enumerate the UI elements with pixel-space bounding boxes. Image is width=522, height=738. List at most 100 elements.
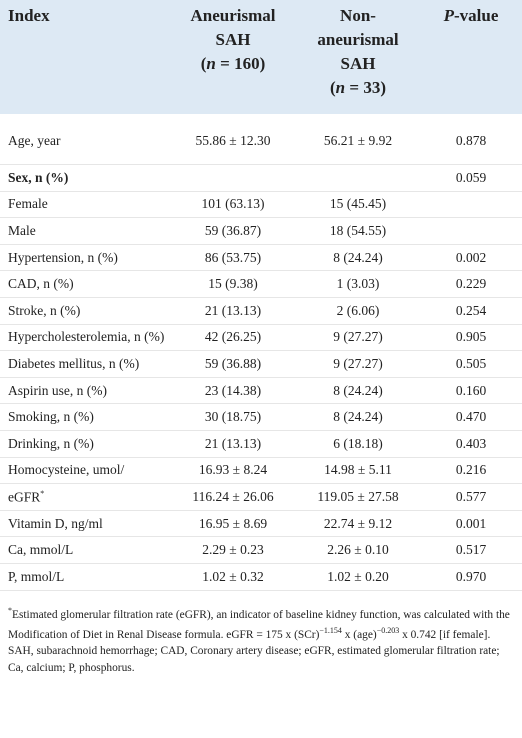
cell-text: 59 (36.87) — [204, 222, 262, 238]
cell-text: Homocysteine, umol/ — [8, 462, 125, 478]
cell-text: 116.24 ± 26.06 — [192, 488, 274, 504]
cell-text: 21 (13.13) — [204, 302, 262, 318]
table-cell: 1 (3.03) — [296, 270, 420, 298]
header-title: Non-aneurismal SAH — [317, 6, 399, 73]
table-cell: 0.970 — [420, 563, 522, 591]
table-cell: Ca, mmol/L — [0, 536, 170, 564]
header-title: Index — [8, 6, 50, 25]
cell-text: Aspirin use, n (%) — [8, 382, 107, 398]
cell-text: CAD, n (%) — [8, 276, 74, 292]
table-cell: Female — [0, 191, 170, 219]
table-cell: 0.517 — [420, 536, 522, 564]
cell-text: 0.878 — [455, 133, 487, 148]
table-row: Homocysteine, umol/16.93 ± 8.24 14.98 ± 5… — [0, 457, 522, 485]
table-row: Drinking, n (%) 21 (13.13) 6 (18.18) 0.403 — [0, 430, 522, 458]
header-cell: Non-aneurismal SAH (n = 33) — [296, 0, 420, 114]
table-cell: 42 (26.25) — [170, 324, 296, 352]
table-cell: 59 (36.88) — [170, 350, 296, 378]
data-table: Index Aneurismal SAH (n = 160) Non-aneurism… — [0, 0, 522, 591]
cell-text: 6 (18.18) — [333, 435, 383, 451]
cell-text: Ca, mmol/L — [8, 542, 74, 558]
cell-text: 9 (27.27) — [333, 329, 383, 345]
table-row: Female 101 (63.13) 15 (45.45) — [0, 191, 522, 219]
table-cell: 15 (45.45) — [296, 191, 420, 219]
table-cell: 2 (6.06) — [296, 297, 420, 325]
table-cell: Smoking, n (%) — [0, 403, 170, 431]
header-cell: Aneurismal SAH (n = 160) — [170, 0, 296, 114]
table-cell: Vitamin D, ng/ml — [0, 510, 170, 538]
cell-text: 16.95 ± 8.69 — [198, 515, 268, 531]
table-cell: 56.21 ± 9.92 — [296, 114, 420, 165]
header-title: -value — [454, 6, 499, 25]
header-row: Index Aneurismal SAH (n = 160) Non-aneurism… — [0, 0, 522, 114]
table-cell: 6 (18.18) — [296, 430, 420, 458]
cell-text: 0.001 — [455, 515, 487, 531]
cell-text: P, mmol/L — [8, 568, 65, 584]
table-cell: 18 (54.55) — [296, 217, 420, 245]
cell-text: 0.254 — [455, 302, 487, 318]
cell-text: 15 (45.45) — [329, 196, 387, 212]
table-row: CAD, n (%) 15 (9.38) 1 (3.03) 0.229 — [0, 270, 522, 298]
table-row: Age, year 55.86 ± 12.30 56.21 ± 9.92 0.878 — [0, 114, 522, 165]
cell-text: 0.002 — [455, 249, 487, 265]
table-cell: 0.878 — [420, 114, 522, 165]
table-cell: 21 (13.13) — [170, 297, 296, 325]
cell-text: 119.05 ± 27.58 — [317, 488, 399, 504]
cell-text: 15 (9.38) — [208, 276, 258, 292]
table-cell: 16.93 ± 8.24 — [170, 457, 296, 485]
table-cell: 21 (13.13) — [170, 430, 296, 458]
table-row: Vitamin D, ng/ml 16.95 ± 8.69 22.74 ± 9.12… — [0, 510, 522, 538]
header-var: P — [443, 6, 454, 25]
table-cell: 23 (14.38) — [170, 377, 296, 405]
table-cell: 14.98 ± 5.11 — [296, 457, 420, 485]
table-cell: 8 (24.24) — [296, 403, 420, 431]
table-cell: Homocysteine, umol/ — [0, 457, 170, 485]
table-cell: 0.229 — [420, 270, 522, 298]
cell-text: 22.74 ± 9.12 — [323, 515, 393, 531]
header-count: ( — [330, 78, 336, 97]
table-cell: 30 (18.75) — [170, 403, 296, 431]
table-cell: CAD, n (%) — [0, 270, 170, 298]
table-cell: 0.002 — [420, 244, 522, 272]
cell-text: 30 (18.75) — [204, 409, 262, 425]
table-row: Ca, mmol/L 2.29 ± 0.23 2.26 ± 0.10 0.517 — [0, 536, 522, 564]
table-row: Sex, n (%) 0.059 — [0, 164, 522, 192]
table-cell: Diabetes mellitus, n (%) — [0, 350, 170, 378]
table-cell: 0.577 — [420, 483, 522, 511]
footnote-text: x (age) — [341, 628, 377, 641]
table-cell: eGFR* — [0, 483, 170, 511]
cell-text: 0.505 — [455, 355, 487, 371]
cell-text: 0.059 — [455, 169, 487, 185]
cell-text: 1.02 ± 0.20 — [327, 568, 389, 584]
table-row: Hypercholesterolemia, n (%) 42 (26.25) 9 (… — [0, 324, 522, 352]
table-row: Aspirin use, n (%) 23 (14.38) 8 (24.24) 0.1… — [0, 377, 522, 405]
exponent: −1.154 — [319, 625, 342, 635]
table-cell: P, mmol/L — [0, 563, 170, 591]
table-cell: 0.254 — [420, 297, 522, 325]
cell-text: 8 (24.24) — [333, 382, 383, 398]
cell-text: Sex, n (%) — [8, 169, 69, 185]
table-cell: Hypercholesterolemia, n (%) — [0, 324, 170, 352]
table-cell: 0.001 — [420, 510, 522, 538]
cell-text: Smoking, n (%) — [8, 409, 94, 425]
table-row: Stroke, n (%) 21 (13.13) 2 (6.06) 0.254 — [0, 297, 522, 325]
cell-text: 2.26 ± 0.10 — [327, 542, 389, 558]
table-cell: 116.24 ± 26.06 — [170, 483, 296, 511]
cell-text: Hypertension, n (%) — [8, 249, 118, 265]
table-cell: Hypertension, n (%) — [0, 244, 170, 272]
table-cell: 0.216 — [420, 457, 522, 485]
table-cell: Sex, n (%) — [0, 164, 170, 192]
cell-text: 0.229 — [455, 276, 487, 292]
cell-text: 2.29 ± 0.23 — [202, 542, 264, 558]
table-row: eGFR* 116.24 ± 26.06 119.05 ± 27.58 0.577 — [0, 483, 522, 511]
header-count: = 160) — [215, 54, 266, 73]
cell-text: 9 (27.27) — [333, 355, 383, 371]
cell-text: 0.403 — [455, 435, 487, 451]
table-cell: 0.059 — [420, 164, 522, 192]
footnote-text: x 0.742 [if female]. SAH, subarachnoid h… — [8, 628, 500, 674]
cell-text: Age, year — [8, 133, 61, 148]
table-cell: 16.95 ± 8.69 — [170, 510, 296, 538]
table-cell — [170, 164, 296, 192]
cell-text: Male — [8, 222, 36, 238]
